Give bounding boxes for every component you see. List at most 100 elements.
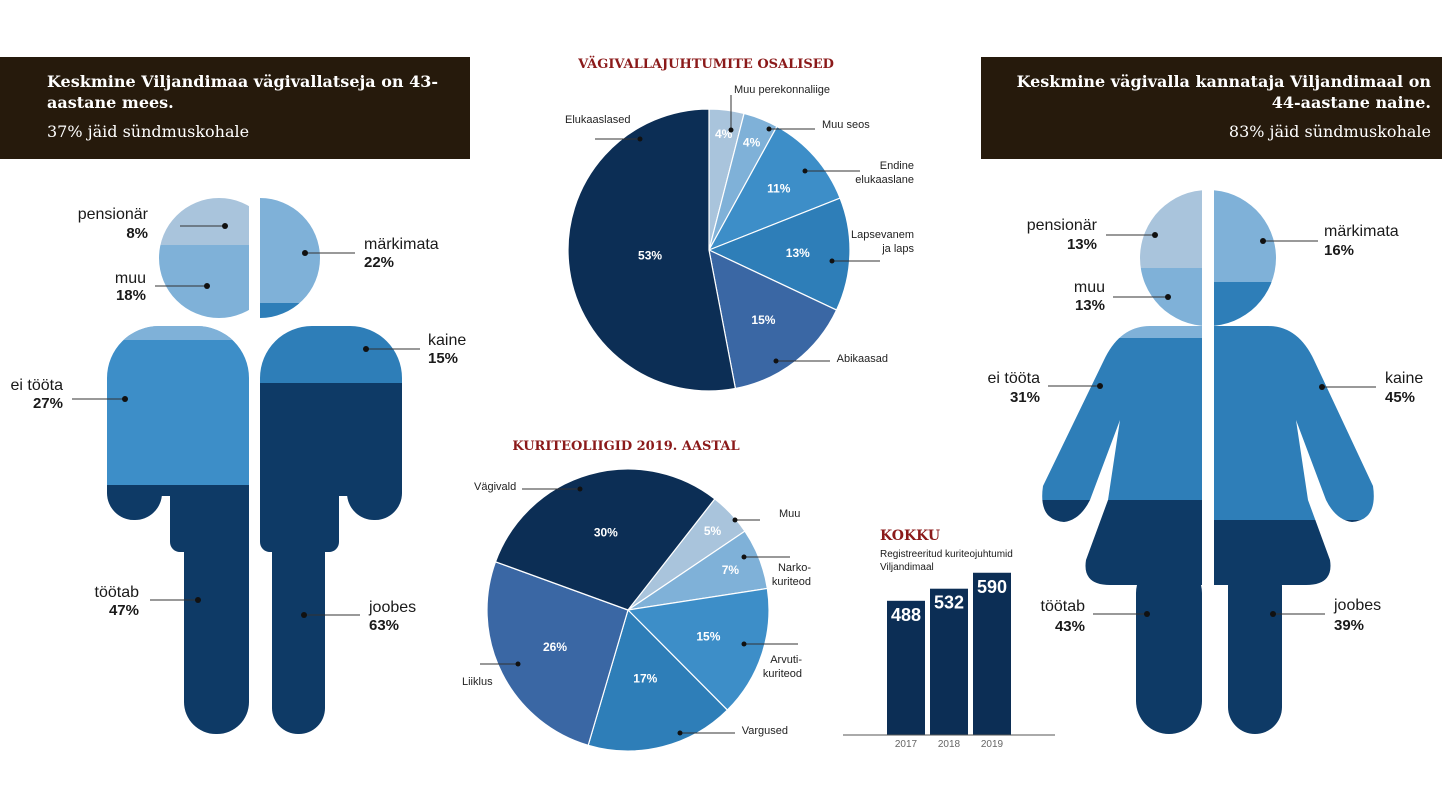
male-pct-ei-toota: 27% bbox=[33, 395, 63, 412]
kokku-bar bbox=[930, 588, 968, 735]
male-joobes-segment bbox=[260, 383, 402, 734]
osalised-slice-label: 15% bbox=[751, 313, 775, 327]
female-pct-markimata: 16% bbox=[1324, 242, 1354, 259]
female-label-joobes: joobes bbox=[1333, 597, 1381, 614]
left-banner-sub: 37% jäid sündmuskohale bbox=[47, 122, 250, 141]
kuriteo-slice-label: 26% bbox=[543, 640, 567, 654]
kokku-year-label: 2018 bbox=[938, 739, 961, 750]
kuriteo-slice-label: 5% bbox=[704, 524, 722, 538]
leader-dot bbox=[301, 612, 307, 618]
right-banner-sub: 83% jäid sündmuskohale bbox=[1228, 122, 1431, 141]
kuriteo-slice bbox=[494, 468, 716, 611]
kokku-bar-value: 488 bbox=[891, 605, 921, 625]
male-labels: pensionär 8% muu 18% ei tööta 27% töötab… bbox=[11, 206, 467, 634]
leader-dot bbox=[1152, 232, 1158, 238]
female-ei-toota-segment bbox=[1042, 338, 1202, 500]
leader-dot bbox=[732, 517, 738, 523]
osalised-slice bbox=[707, 197, 851, 311]
leader-dot bbox=[577, 486, 583, 492]
leader-dot bbox=[1270, 611, 1276, 617]
leader-dot bbox=[122, 396, 128, 402]
osalised-slice bbox=[567, 108, 737, 392]
female-pct-kaine: 45% bbox=[1385, 389, 1415, 406]
kuriteo-label-muu: Muu bbox=[779, 508, 800, 520]
leader-dot bbox=[1165, 294, 1171, 300]
leader-dot bbox=[204, 283, 210, 289]
leader-dot bbox=[195, 597, 201, 603]
kuriteoliigid-pie: 5% 7% 15% 17% 26% 30% bbox=[486, 468, 770, 752]
leader-dot bbox=[741, 641, 747, 647]
kuriteo-slice bbox=[587, 608, 729, 752]
kuriteo-slice bbox=[626, 587, 770, 711]
kokku-bar-value: 532 bbox=[934, 593, 964, 613]
male-kaine-segment bbox=[260, 303, 402, 383]
kokku-title: KOKKU bbox=[880, 528, 940, 544]
leader-dot bbox=[637, 136, 643, 142]
kokku-year-label: 2019 bbox=[981, 739, 1004, 750]
male-pct-muu: 18% bbox=[116, 287, 146, 304]
female-labels: pensionär 13% muu 13% ei tööta 31% tööta… bbox=[988, 217, 1424, 635]
male-label-muu: muu bbox=[115, 270, 146, 287]
leader-dot bbox=[363, 346, 369, 352]
male-right-half bbox=[260, 198, 402, 734]
female-pct-muu: 13% bbox=[1075, 297, 1105, 314]
leader-dot bbox=[1097, 383, 1103, 389]
osalised-labels: Muu perekonnaliige Muu seos Endine eluka… bbox=[565, 84, 915, 365]
osalised-slice-label: 4% bbox=[715, 127, 733, 141]
leader-dot bbox=[1319, 384, 1325, 390]
kuriteo-label-vargused: Vargused bbox=[742, 725, 788, 737]
osalised-title: VÄGIVALLAJUHTUMITE OSALISED bbox=[577, 56, 834, 72]
osalised-slice-label: 4% bbox=[743, 135, 761, 149]
kokku-bars: 488 2017 532 2018 590 2019 bbox=[887, 572, 1011, 750]
kuriteo-label-arvuti-1: Arvuti- bbox=[770, 654, 802, 666]
leader-dot bbox=[829, 258, 835, 264]
kokku-bar bbox=[887, 600, 925, 735]
female-pct-joobes: 39% bbox=[1334, 617, 1364, 634]
kuriteo-label-arvuti-2: kuriteod bbox=[763, 668, 802, 680]
osalised-slice-label: 53% bbox=[638, 249, 662, 263]
leader-dot bbox=[302, 250, 308, 256]
kuriteo-slice-label: 17% bbox=[633, 671, 657, 685]
leader-dot bbox=[677, 730, 683, 736]
kokku-year-label: 2017 bbox=[895, 739, 918, 750]
kuriteo-label-narko-1: Narko- bbox=[778, 562, 811, 574]
female-left-half bbox=[1042, 190, 1202, 734]
female-label-muu: muu bbox=[1074, 279, 1105, 296]
kuriteo-label-vagivald: Vägivald bbox=[474, 481, 516, 493]
male-label-kaine: kaine bbox=[428, 332, 466, 349]
osalised-slice-label: 11% bbox=[767, 181, 791, 195]
male-pct-joobes: 63% bbox=[369, 617, 399, 634]
male-pct-markimata: 22% bbox=[364, 254, 394, 271]
male-ei-toota-segment bbox=[107, 335, 249, 485]
male-label-ei-toota: ei tööta bbox=[11, 377, 64, 394]
leader-dot bbox=[741, 554, 747, 560]
leader-dot bbox=[728, 127, 734, 133]
male-label-markimata: märkimata bbox=[364, 236, 439, 253]
osalised-label-endine-2: elukaaslane bbox=[855, 174, 914, 186]
female-pct-tootab: 43% bbox=[1055, 618, 1085, 635]
female-pct-ei-toota: 31% bbox=[1010, 389, 1040, 406]
right-banner-headline: Keskmine vägivalla kannataja Viljandimaa… bbox=[1016, 72, 1431, 112]
leader-dot bbox=[222, 223, 228, 229]
osalised-pie: 4% 4% 11% 13% 15% 53% bbox=[567, 108, 851, 392]
kuriteo-slice-label: 7% bbox=[722, 563, 740, 577]
left-banner-headline: Keskmine Viljandimaa vägivallatseja on 4… bbox=[47, 72, 438, 112]
female-right-half bbox=[1214, 190, 1374, 734]
kokku-subtitle-1: Registreeritud kuriteojuhtumid bbox=[880, 549, 1013, 560]
female-label-markimata: märkimata bbox=[1324, 223, 1399, 240]
leader-dot bbox=[766, 126, 772, 132]
kuriteo-slice bbox=[486, 561, 629, 747]
osalised-label-muu-seos: Muu seos bbox=[822, 119, 870, 131]
osalised-slice bbox=[707, 125, 841, 252]
female-kaine-segment bbox=[1214, 282, 1374, 520]
male-label-joobes: joobes bbox=[368, 599, 416, 616]
kokku-bar-value: 590 bbox=[977, 577, 1007, 597]
right-banner: Keskmine vägivalla kannataja Viljandimaa… bbox=[981, 57, 1442, 159]
male-label-tootab: töötab bbox=[95, 584, 140, 601]
kuriteo-slice-label: 30% bbox=[594, 526, 618, 540]
leader-dot bbox=[515, 661, 521, 667]
male-pct-pensionar: 8% bbox=[126, 225, 148, 242]
osalised-label-elukaaslased: Elukaaslased bbox=[565, 114, 630, 126]
left-banner: Keskmine Viljandimaa vägivallatseja on 4… bbox=[0, 57, 470, 159]
